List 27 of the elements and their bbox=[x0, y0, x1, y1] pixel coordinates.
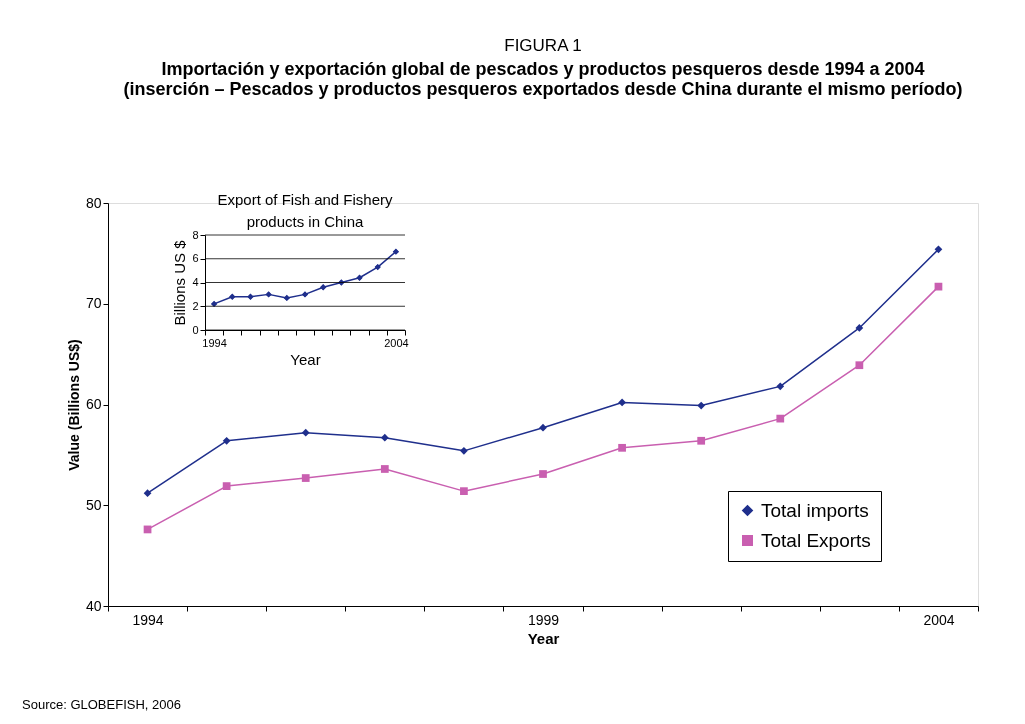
y-tick-label: 8 bbox=[192, 228, 199, 241]
y-tick-label: 60 bbox=[85, 396, 102, 412]
legend-label: Total imports bbox=[761, 499, 869, 521]
y-tick-label: 6 bbox=[192, 252, 199, 265]
y-tick-label: 2 bbox=[192, 299, 199, 312]
x-axis-title: Year bbox=[527, 629, 560, 647]
x-tick-label: 1999 bbox=[527, 611, 560, 628]
y-tick-label: 50 bbox=[85, 496, 102, 513]
legend-label: Total Exports bbox=[761, 529, 871, 551]
point bbox=[338, 279, 345, 286]
y-tick-label: 0 bbox=[192, 323, 199, 336]
y-axis-title: Billions US $ bbox=[171, 239, 189, 326]
x-tick-label: 2004 bbox=[384, 336, 409, 349]
x-tick-label: 1994 bbox=[202, 336, 227, 349]
chart-subtitle: Importación y exportación global de pescados y productos pesqueros desde 1994 a 2004 (inserción – Pescados y productos pesqueros exportados desde China durante el mismo período) bbox=[123, 59, 963, 99]
chart-title: Export of Fish and Fishery products in China bbox=[217, 191, 394, 230]
y-tick-label: 70 bbox=[85, 295, 102, 312]
x-tick-label: 1994 bbox=[132, 611, 164, 628]
y-tick-label: 40 bbox=[85, 597, 102, 614]
y-tick-label: 80 bbox=[85, 194, 102, 211]
x-axis-title: Year bbox=[290, 350, 321, 368]
source-note: Source: GLOBEFISH, 2006 bbox=[22, 697, 181, 712]
y-tick-label: 4 bbox=[192, 276, 199, 288]
y-axis-title: Value (Billions US$) bbox=[65, 339, 82, 471]
x-tick-label: 2004 bbox=[923, 611, 955, 628]
point bbox=[265, 291, 272, 298]
chart-title: FIGURA 1 bbox=[504, 36, 582, 55]
